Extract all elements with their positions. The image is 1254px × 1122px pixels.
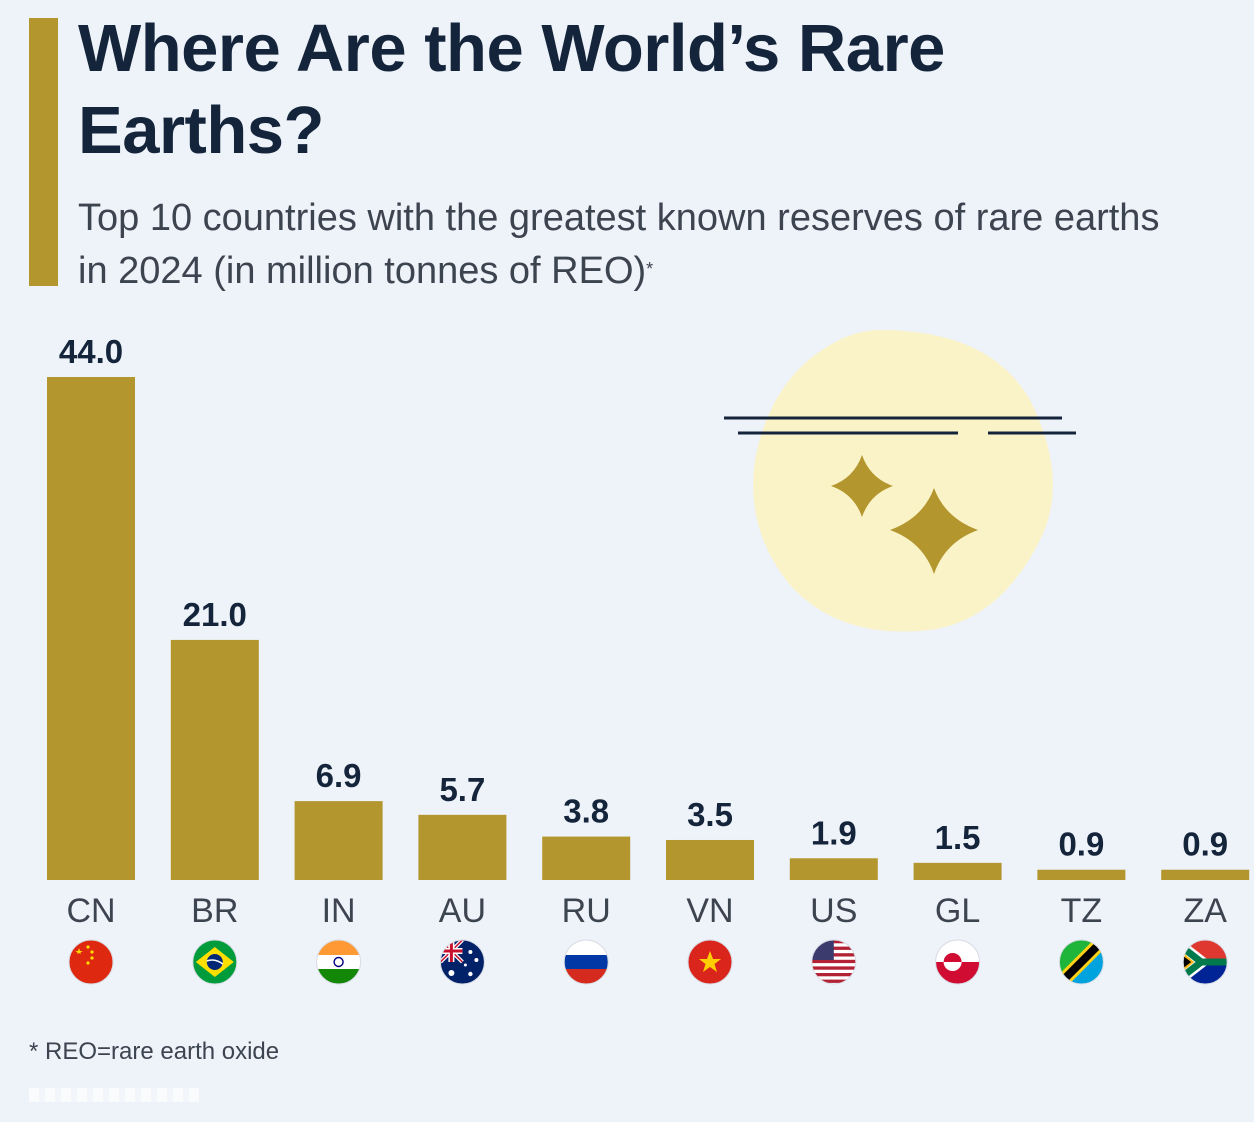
category-label: TZ xyxy=(1061,892,1103,930)
bar xyxy=(789,858,878,880)
usa-flag xyxy=(811,939,857,985)
value-label: 1.5 xyxy=(935,819,981,856)
australia-flag xyxy=(439,939,485,985)
value-label: 0.9 xyxy=(1058,826,1104,863)
bar xyxy=(47,377,135,880)
category-label: ZA xyxy=(1183,892,1227,930)
category-label: GL xyxy=(935,892,980,930)
sparkle-icon xyxy=(831,455,893,517)
category-label: IN xyxy=(322,892,356,930)
bar xyxy=(294,801,383,880)
footnote: * REO=rare earth oxide xyxy=(29,1038,280,1065)
china-flag xyxy=(68,939,114,985)
value-label: 5.7 xyxy=(439,771,485,808)
value-label: 21.0 xyxy=(183,596,247,633)
bar xyxy=(542,836,631,880)
value-label: 0.9 xyxy=(1182,826,1228,863)
category-label: US xyxy=(810,892,857,930)
bar xyxy=(666,839,754,880)
value-label: 44.0 xyxy=(59,333,123,370)
value-label: 1.9 xyxy=(811,814,857,851)
india-flag xyxy=(316,939,362,985)
value-label: 6.9 xyxy=(316,757,362,794)
page-subtitle: Top 10 countries with the greatest known… xyxy=(78,192,1198,298)
glow-blob xyxy=(753,330,1053,632)
value-label: 3.5 xyxy=(687,796,733,833)
tanzania-flag xyxy=(1058,939,1104,985)
category-label: RU xyxy=(562,892,611,930)
page-title: Where Are the World’s Rare Earths? xyxy=(78,11,945,168)
bar xyxy=(913,862,1002,880)
russia-flag xyxy=(563,939,609,985)
decoration-illustration xyxy=(724,330,1076,632)
sparkle-icon xyxy=(890,488,978,574)
watermark xyxy=(29,1088,199,1102)
brazil-flag xyxy=(192,939,238,985)
category-label: AU xyxy=(439,892,486,930)
subtitle-footnote-mark: * xyxy=(646,259,654,279)
bar xyxy=(1161,869,1250,880)
category-label: CN xyxy=(66,892,115,930)
subtitle-text: Top 10 countries with the greatest known… xyxy=(78,197,1160,292)
category-label: VN xyxy=(686,892,733,930)
bar xyxy=(1037,869,1126,880)
bar xyxy=(418,814,507,880)
bar xyxy=(170,639,259,880)
vietnam-flag xyxy=(687,939,733,985)
category-label: BR xyxy=(191,892,238,930)
south-africa-flag xyxy=(1182,939,1228,985)
title-accent-bar xyxy=(29,18,58,286)
greenland-flag xyxy=(935,939,981,985)
value-label: 3.8 xyxy=(563,793,609,830)
